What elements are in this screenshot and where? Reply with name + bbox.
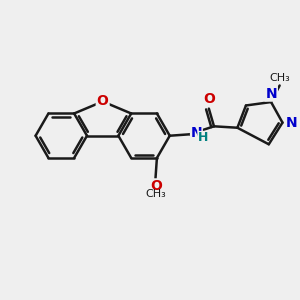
Text: N: N <box>265 87 277 100</box>
Text: O: O <box>150 179 162 193</box>
Text: O: O <box>97 94 109 109</box>
Text: N: N <box>190 126 202 140</box>
Text: H: H <box>198 131 208 144</box>
Text: CH₃: CH₃ <box>146 189 166 200</box>
Text: O: O <box>203 92 215 106</box>
Text: N: N <box>286 116 298 130</box>
Text: CH₃: CH₃ <box>269 74 290 83</box>
